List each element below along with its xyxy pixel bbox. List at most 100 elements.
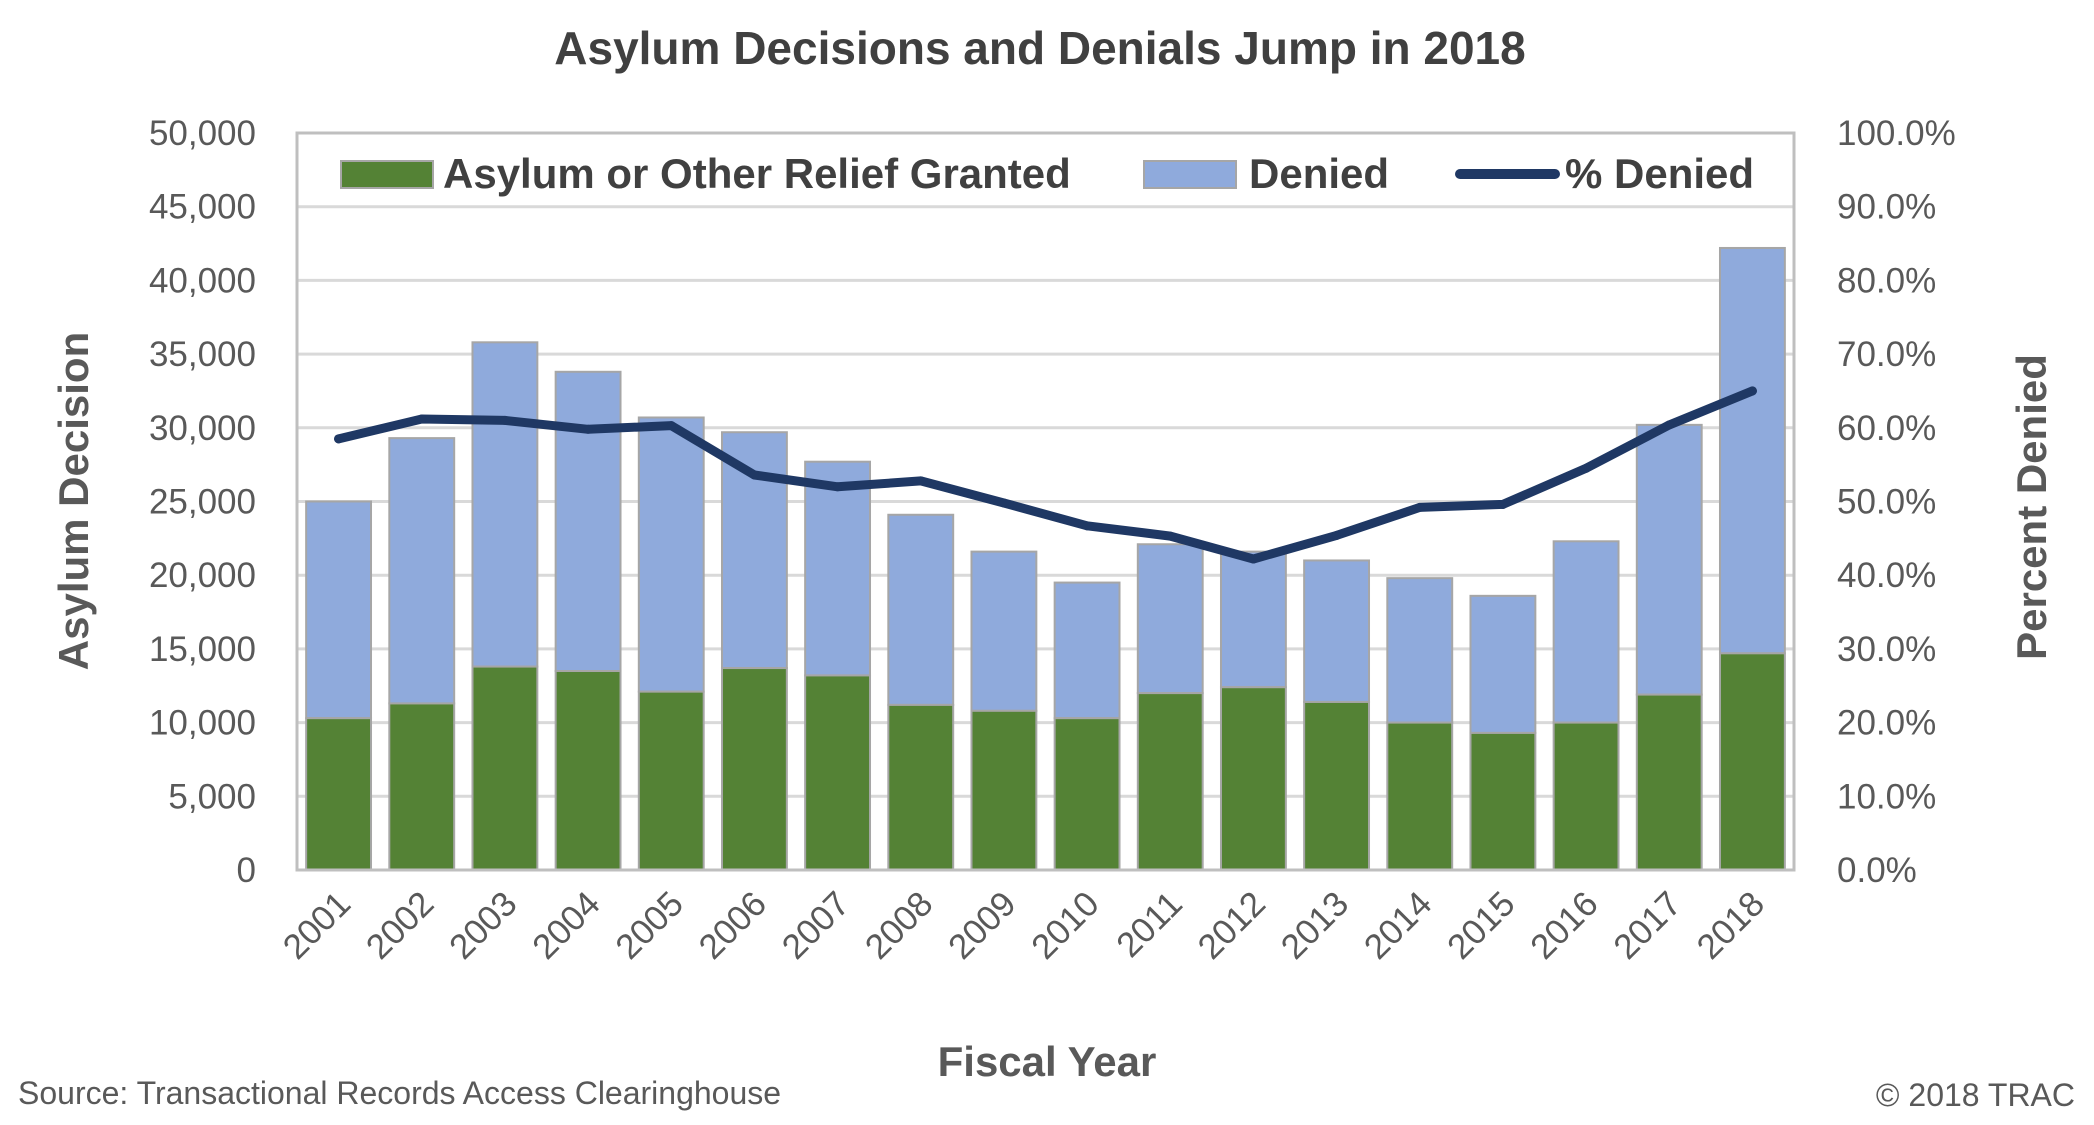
- bar-granted: [970, 709, 1038, 871]
- percent-denied-point: [334, 434, 344, 444]
- percent-denied-point: [1664, 420, 1674, 430]
- bar-granted: [720, 667, 788, 872]
- legend-label-granted: Asylum or Other Relief Granted: [443, 150, 1071, 197]
- bar-denied: [1053, 581, 1121, 720]
- bar-denied: [720, 431, 788, 670]
- x-tick-label: 2016: [1523, 884, 1606, 967]
- x-tick-label: 2002: [359, 884, 442, 967]
- bar-granted: [1053, 717, 1121, 871]
- x-tick-label: 2015: [1440, 884, 1523, 967]
- percent-denied-point: [417, 414, 427, 424]
- percent-denied-point: [833, 482, 843, 492]
- bar-denied: [1219, 550, 1287, 689]
- bar-granted: [471, 665, 539, 872]
- copyright-note: © 2018 TRAC: [1876, 1077, 2075, 1113]
- bar-granted: [1718, 652, 1786, 872]
- y2-tick-label: 80.0%: [1837, 261, 1936, 300]
- y2-axis-ticks: 0.0% 10.0% 20.0% 30.0% 40.0% 50.0% 60.0% 70.0% 8…: [1837, 114, 1956, 890]
- percent-denied-point: [1498, 499, 1508, 509]
- bar-granted: [1552, 721, 1620, 871]
- x-tick-label: 2001: [276, 884, 359, 967]
- bar-denied: [1552, 540, 1620, 724]
- x-tick-label: 2014: [1357, 884, 1440, 967]
- bar-granted: [305, 717, 373, 871]
- legend-label-percent: % Denied: [1565, 150, 1754, 197]
- x-tick-label: 2007: [775, 884, 858, 967]
- percent-denied-point: [666, 421, 676, 431]
- y2-axis-title: Percent Denied: [2008, 354, 2055, 660]
- legend-label-denied: Denied: [1249, 150, 1389, 197]
- y-tick-label: 10,000: [149, 704, 256, 743]
- chart-title: Asylum Decisions and Denials Jump in 201…: [554, 22, 1525, 74]
- x-axis-title: Fiscal Year: [938, 1038, 1157, 1085]
- y2-tick-label: 70.0%: [1837, 335, 1936, 374]
- percent-denied-point: [1082, 521, 1092, 531]
- y-tick-label: 45,000: [149, 188, 256, 227]
- percent-denied-point: [916, 476, 926, 486]
- bar-granted: [1635, 693, 1703, 871]
- y-axis-title: Asylum Decision: [50, 332, 97, 670]
- y-tick-label: 0: [237, 851, 256, 890]
- bar-denied: [637, 416, 705, 693]
- y-tick-label: 35,000: [149, 335, 256, 374]
- bar-granted: [554, 670, 622, 872]
- percent-denied-point: [1415, 502, 1425, 512]
- bar-denied: [970, 550, 1038, 712]
- y2-tick-label: 40.0%: [1837, 556, 1936, 595]
- x-tick-label: 2006: [691, 884, 774, 967]
- legend-swatch-denied: [1143, 160, 1237, 189]
- bar-denied: [1718, 246, 1786, 655]
- y2-tick-label: 60.0%: [1837, 409, 1936, 448]
- x-tick-label: 2012: [1190, 884, 1273, 967]
- bars: [305, 246, 1786, 872]
- bar-denied: [887, 513, 955, 706]
- bar-granted: [1303, 700, 1371, 871]
- bar-granted: [1386, 721, 1454, 871]
- percent-line: [334, 386, 1757, 564]
- percent-denied-point: [1747, 386, 1757, 396]
- y-tick-label: 15,000: [149, 630, 256, 669]
- x-axis-ticks: 2001 2002 2003 2004 2005 2006 2007 2008 2009 2010…: [276, 884, 1772, 967]
- percent-denied-line: [334, 386, 1757, 564]
- bar-denied: [1136, 543, 1204, 695]
- y2-tick-label: 90.0%: [1837, 188, 1936, 227]
- x-tick-label: 2004: [525, 884, 608, 967]
- bar-denied: [554, 370, 622, 673]
- legend-swatch-granted: [340, 160, 434, 189]
- y-tick-label: 50,000: [149, 114, 256, 153]
- bar-denied: [1386, 577, 1454, 724]
- legend: Asylum or Other Relief Granted Denied % …: [340, 150, 1754, 197]
- bar-granted: [1219, 686, 1287, 871]
- percent-denied-point: [749, 470, 759, 480]
- bar-denied: [305, 500, 373, 720]
- bar-denied: [1303, 559, 1371, 703]
- percent-denied-point: [1332, 530, 1342, 540]
- x-tick-label: 2010: [1024, 884, 1107, 967]
- x-tick-label: 2013: [1274, 884, 1357, 967]
- percent-denied-point: [500, 415, 510, 425]
- percent-denied-point: [583, 424, 593, 434]
- bar-granted: [804, 674, 872, 871]
- y-tick-label: 20,000: [149, 556, 256, 595]
- x-tick-label: 2008: [858, 884, 941, 967]
- x-tick-label: 2018: [1689, 884, 1772, 967]
- source-note: Source: Transactional Records Access Cle…: [18, 1075, 781, 1111]
- bar-granted: [637, 690, 705, 871]
- y-axis-ticks: 0 5,000 10,000 15,000 20,000 25,000 30,000 35,0…: [149, 114, 256, 890]
- percent-denied-point: [999, 498, 1009, 508]
- bar-denied: [388, 437, 456, 705]
- percent-denied-point: [1581, 463, 1591, 473]
- y-tick-label: 40,000: [149, 261, 256, 300]
- x-tick-label: 2011: [1109, 884, 1190, 965]
- bar-denied: [804, 460, 872, 677]
- bar-granted: [887, 703, 955, 871]
- bar-denied: [471, 341, 539, 668]
- percent-denied-point: [1165, 531, 1175, 541]
- y-tick-label: 5,000: [168, 777, 256, 816]
- y-tick-label: 30,000: [149, 409, 256, 448]
- y2-tick-label: 0.0%: [1837, 851, 1917, 890]
- bar-granted: [1136, 692, 1204, 871]
- x-tick-label: 2005: [608, 884, 691, 967]
